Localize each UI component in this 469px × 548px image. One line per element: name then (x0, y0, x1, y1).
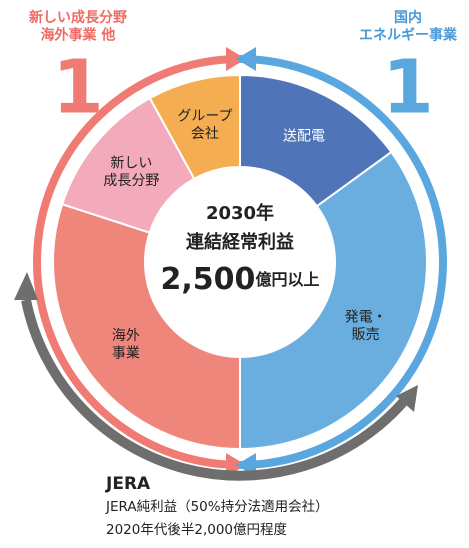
segment-label: グループ会社 (177, 109, 232, 143)
center-line: 連結経常利益 (186, 231, 294, 253)
right-ring-arrow (239, 55, 447, 469)
segment-label: 発電・販売 (345, 309, 387, 343)
left-label: 新しい成長分野海外事業 他 (29, 9, 127, 44)
center-value: 2,500 (161, 262, 256, 297)
donut-hole (145, 167, 335, 357)
center-unit: 億円以上 (255, 270, 319, 289)
center-value-group: 2,500億円以上 (161, 262, 320, 297)
bottom-line: JERA純利益（50%持分法適用会社） (105, 498, 329, 515)
right-label: 国内エネルギー事業 (359, 9, 458, 44)
bottom-line: 2020年代後半2,000億円程度 (106, 522, 287, 538)
segment-label: 新しい成長分野 (103, 155, 159, 189)
arrowhead (396, 385, 418, 412)
left-number: 1 (52, 45, 104, 131)
jera-arrow (21, 299, 409, 481)
right-number: 1 (382, 45, 434, 131)
center-line: 2030年 (206, 202, 274, 224)
arrowhead (14, 272, 38, 300)
left-ring-arrow (33, 55, 241, 469)
bottom-title: JERA (105, 474, 151, 494)
segment-label: 海外事業 (112, 328, 140, 362)
arrowhead (236, 47, 256, 71)
segment-label: 送配電 (283, 128, 325, 144)
